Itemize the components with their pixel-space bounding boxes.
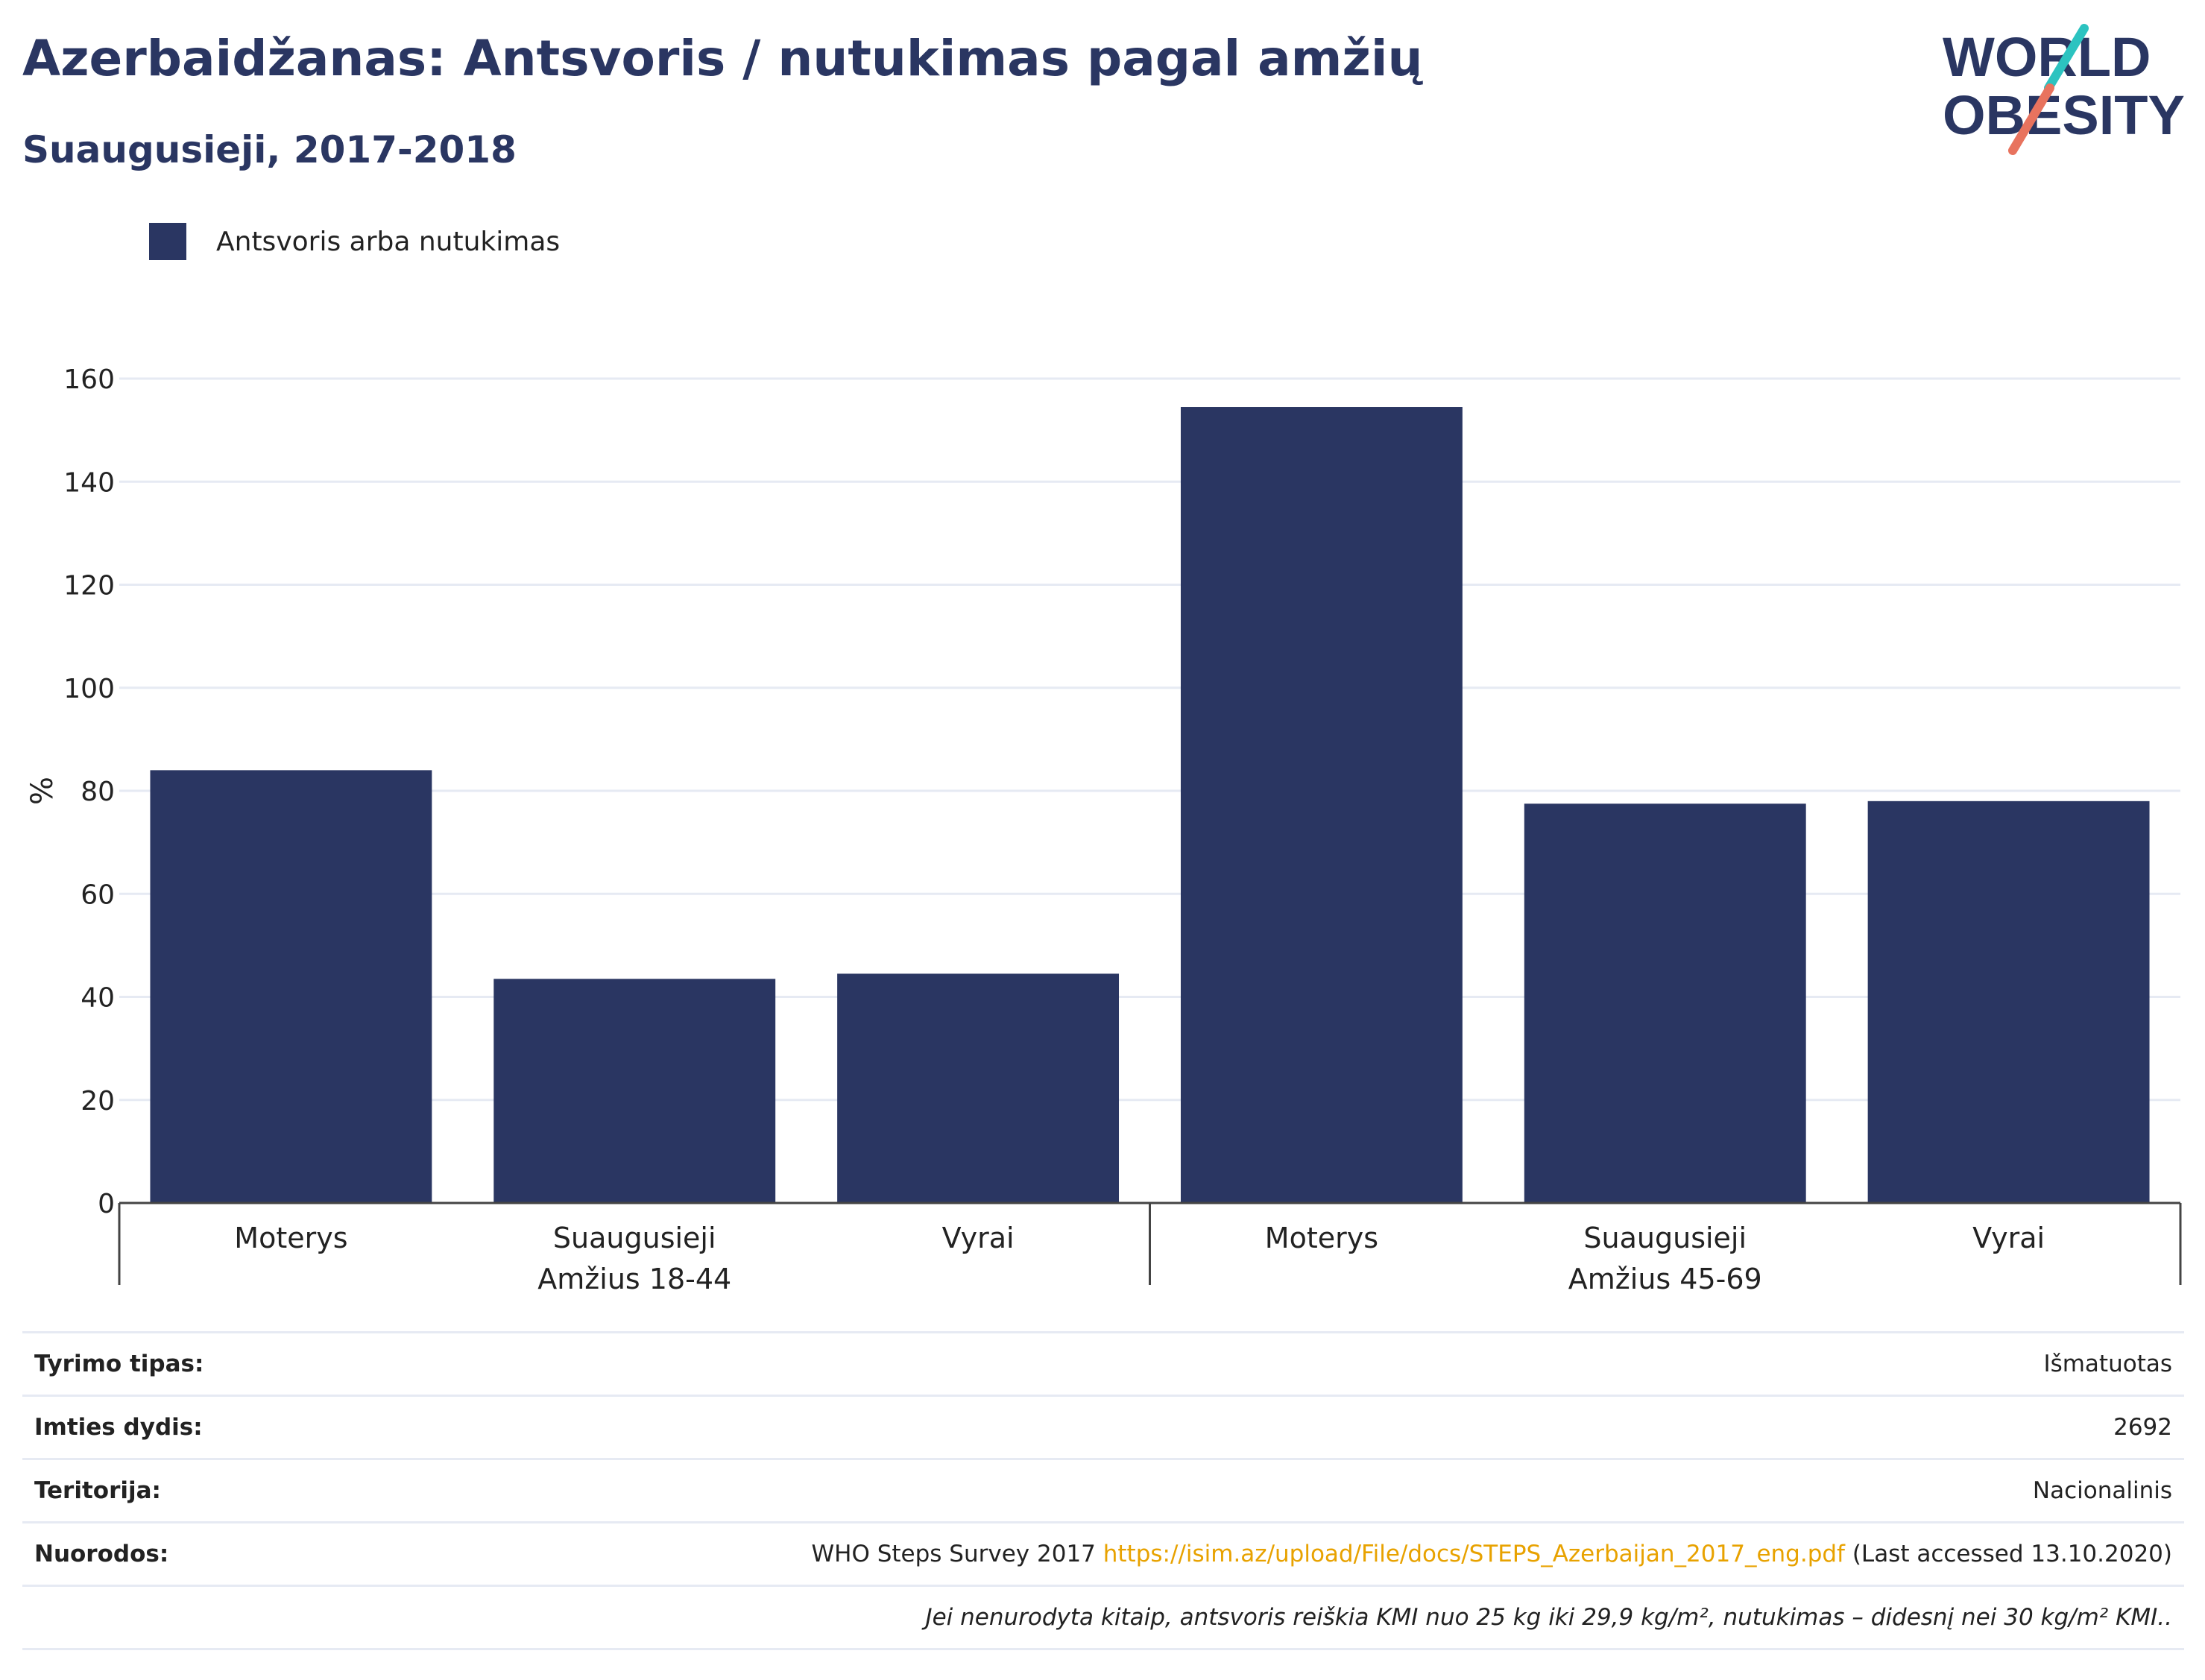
y-tick-label: 40: [81, 983, 115, 1014]
chart-legend: Antsvoris arba nutukimas: [149, 222, 560, 261]
world-obesity-logo: WORLD OBESITY: [1943, 24, 2185, 155]
x-group-label: Amžius 18-44: [537, 1263, 731, 1295]
info-value: 2692: [2113, 1414, 2172, 1441]
logo-slash-coral: [2008, 83, 2054, 155]
x-tick-label: Vyrai: [942, 1222, 1015, 1254]
references-value: WHO Steps Survey 2017 https://isim.az/up…: [812, 1541, 2185, 1567]
bar-chart: 0 20 40 60 80 100 120 140 160% Moterys Suaugusieji…: [25, 364, 2182, 1295]
y-tick-label: 100: [63, 674, 115, 704]
page-subtitle: Suaugusieji, 2017-2018: [22, 128, 517, 171]
bar: [493, 979, 776, 1203]
y-axis-label: %: [25, 777, 60, 805]
info-table: Tyrimo tipas: Išmatuotas Imties dydis: 2…: [22, 1331, 2184, 1650]
info-value: Nacionalinis: [2032, 1477, 2172, 1504]
info-label: Nuorodos:: [34, 1541, 169, 1567]
info-row-sample-size: Imties dydis: 2692: [22, 1397, 2184, 1460]
y-tick-label: 20: [81, 1086, 115, 1117]
bar: [150, 770, 432, 1203]
info-row-territory: Teritorija: Nacionalinis: [22, 1460, 2184, 1523]
info-row-survey-type: Tyrimo tipas: Išmatuotas: [22, 1331, 2184, 1397]
legend-swatch: [149, 223, 186, 260]
y-tick-label: 160: [63, 364, 115, 395]
legend-label: Antsvoris arba nutukimas: [216, 226, 561, 257]
logo-text-obesity: OBESITY: [1943, 84, 2185, 146]
x-tick-label: Suaugusieji: [1583, 1222, 1747, 1254]
definition-note: Jei nenurodyta kitaip, antsvoris reiškia…: [22, 1587, 2184, 1650]
logo-text-world: WORLD: [1943, 26, 2151, 88]
x-tick-label: Moterys: [1265, 1222, 1378, 1254]
page-title: Azerbaidžanas: Antsvoris / nutukimas pag…: [22, 30, 1423, 87]
info-value: Išmatuotas: [2043, 1351, 2172, 1377]
x-tick-label: Suaugusieji: [553, 1222, 716, 1254]
info-label: Teritorija:: [34, 1477, 161, 1504]
x-tick-label: Vyrai: [1972, 1222, 2045, 1254]
bar: [1867, 800, 2150, 1203]
y-tick-label: 120: [63, 571, 115, 601]
x-group-label: Amžius 45-69: [1568, 1263, 1762, 1295]
bar: [1524, 803, 1806, 1203]
reference-prefix: WHO Steps Survey 2017: [811, 1541, 1103, 1567]
bar: [837, 973, 1120, 1203]
x-tick-label: Moterys: [234, 1222, 347, 1254]
info-row-references: Nuorodos: WHO Steps Survey 2017 https://…: [22, 1523, 2184, 1587]
bar: [1180, 407, 1463, 1203]
reference-suffix: (Last accessed 13.10.2020): [1844, 1541, 2172, 1567]
reference-link[interactable]: https://isim.az/upload/File/docs/STEPS_A…: [1102, 1541, 1845, 1567]
y-tick-label: 0: [98, 1189, 115, 1219]
info-label: Imties dydis:: [34, 1414, 203, 1441]
y-tick-label: 80: [81, 777, 115, 807]
info-label: Tyrimo tipas:: [34, 1351, 204, 1377]
y-tick-label: 60: [81, 880, 115, 910]
logo-slash-teal: [2044, 24, 2089, 92]
y-tick-label: 140: [63, 467, 115, 498]
